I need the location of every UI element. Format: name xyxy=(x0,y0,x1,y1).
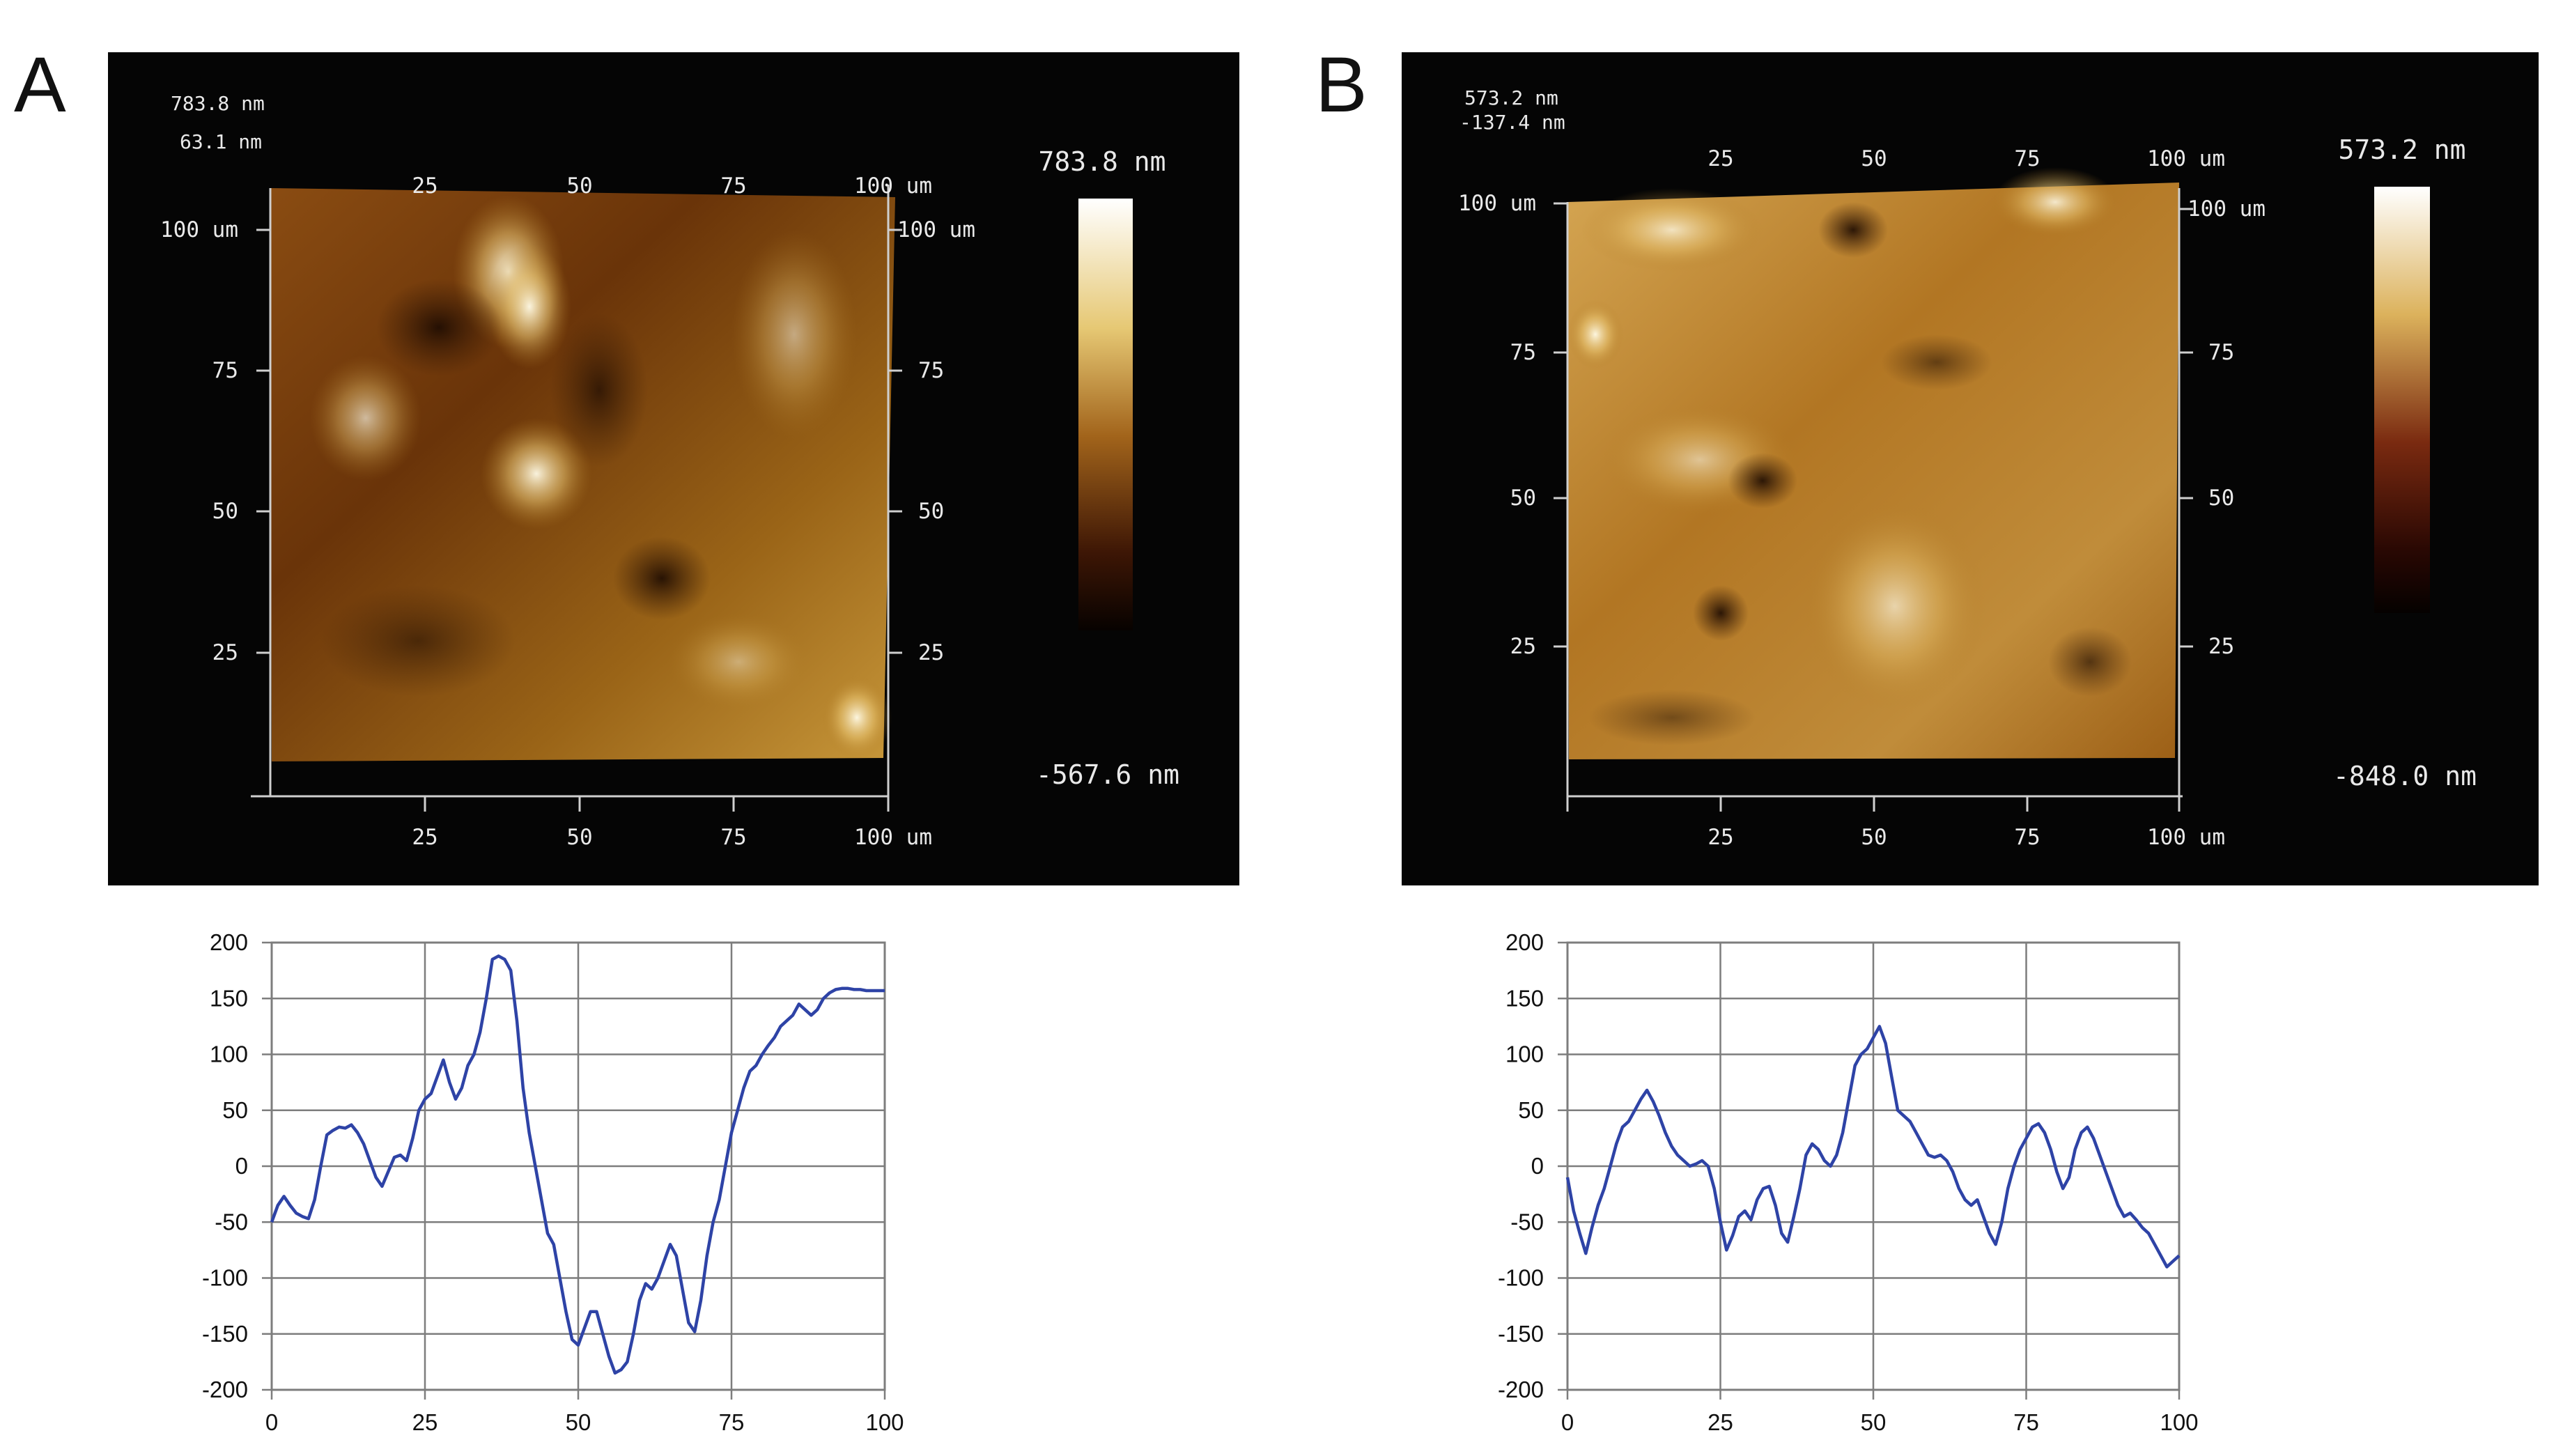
x-tick-label-b: 25 xyxy=(1708,1409,1733,1435)
colorbar-top-label-b: 573.2 nm xyxy=(2338,134,2465,165)
colorbar-a: 783.8 nm -567.6 nm xyxy=(1036,146,1179,790)
y-tick-label-a: 150 xyxy=(210,985,248,1011)
y-tick-label-b: -150 xyxy=(1498,1321,1544,1347)
y-tick-label-b: 200 xyxy=(1505,929,1544,955)
colorbar-gradient-a xyxy=(1078,199,1133,630)
afm-left-tick-a: 50 xyxy=(212,499,238,524)
afm-left-tick-b: 50 xyxy=(1510,486,1536,511)
profile-line-b xyxy=(1565,1025,2181,1269)
afm-left-tick-a: 75 xyxy=(212,358,238,383)
afm-labels-a: 783.8 nm 63.1 nm 25 50 75 100 um 100 um … xyxy=(160,92,975,850)
afm-top-tick-b: 100 um xyxy=(2147,146,2225,171)
colorbar-b: 573.2 nm -848.0 nm xyxy=(2333,134,2477,791)
afm-bottom-tick-b: 75 xyxy=(2014,825,2040,850)
afm-bottom-tick-b: 25 xyxy=(1708,825,1733,850)
x-tick-label-b: 100 xyxy=(2160,1409,2198,1435)
y-tick-label-b: 150 xyxy=(1505,985,1544,1011)
afm-bottom-tick-a: 75 xyxy=(720,825,746,850)
afm-right-tick-a: 50 xyxy=(918,499,944,524)
afm-surface-b xyxy=(1567,167,2179,759)
x-tick-label-a: 75 xyxy=(719,1409,745,1435)
profile-y-ticks-b: 200 150 100 50 0 -50 -100 -150 -200 xyxy=(1498,929,1567,1402)
x-tick-label-a: 50 xyxy=(566,1409,591,1435)
afm-min-label-b: -137.4 nm xyxy=(1459,111,1565,134)
profile-x-ticks-a: 0 25 50 75 100 xyxy=(265,1390,904,1435)
colorbar-top-label-a: 783.8 nm xyxy=(1038,146,1166,177)
afm-axes-a xyxy=(251,185,902,812)
profile-chart-b: 200 150 100 50 0 -50 -100 -150 -200 0 25 50 75 100 xyxy=(1498,929,2199,1435)
profile-chart-a: 200 150 100 50 0 -50 -100 -150 -200 0 25 50 75 100 xyxy=(202,929,904,1435)
profile-grid-b xyxy=(1567,943,2179,1390)
panel-letter-a: A xyxy=(14,41,66,128)
afm-right-tick-a: 25 xyxy=(918,640,944,665)
afm-max-label-b: 573.2 nm xyxy=(1464,86,1558,109)
afm-left-tick-b: 25 xyxy=(1510,634,1536,659)
afm-right-tick-a: 75 xyxy=(918,358,944,383)
afm-right-tick-b: 75 xyxy=(2208,340,2234,365)
afm-right-tick-a: 100 um xyxy=(897,217,975,242)
afm-bottom-tick-b: 100 um xyxy=(2147,825,2225,850)
y-tick-label-b: 50 xyxy=(1518,1097,1544,1123)
colorbar-bottom-label-b: -848.0 nm xyxy=(2333,761,2477,791)
y-tick-label-a: -50 xyxy=(215,1209,248,1234)
panel-a: A xyxy=(14,41,1239,1435)
afm-min-label-a: 63.1 nm xyxy=(180,130,262,153)
afm-labels-b: 573.2 nm -137.4 nm 25 50 75 100 um 100 u… xyxy=(1458,86,2266,850)
y-tick-label-b: -200 xyxy=(1498,1377,1544,1402)
profile-x-ticks-b: 0 25 50 75 100 xyxy=(1561,1390,2199,1435)
colorbar-gradient-b xyxy=(2374,187,2430,613)
afm-bottom-tick-a: 50 xyxy=(566,825,592,850)
panel-b: B xyxy=(1315,41,2539,1435)
y-tick-label-b: -50 xyxy=(1510,1209,1544,1234)
afm-right-tick-b: 50 xyxy=(2208,486,2234,511)
y-tick-label-a: 200 xyxy=(210,929,248,955)
afm-top-tick-a: 25 xyxy=(412,173,438,199)
y-tick-label-b: -100 xyxy=(1498,1265,1544,1291)
afm-bottom-tick-b: 50 xyxy=(1861,825,1887,850)
y-tick-label-a: -150 xyxy=(202,1321,248,1347)
afm-top-tick-a: 75 xyxy=(720,173,746,199)
afm-top-tick-a: 50 xyxy=(566,173,592,199)
y-tick-label-a: 100 xyxy=(210,1041,248,1067)
x-tick-label-b: 0 xyxy=(1561,1409,1574,1435)
profile-grid-a xyxy=(272,943,885,1390)
afm-right-tick-b: 100 um xyxy=(2188,196,2266,222)
afm-left-tick-a: 100 um xyxy=(160,217,238,242)
y-tick-label-a: -200 xyxy=(202,1377,248,1402)
profile-y-ticks-a: 200 150 100 50 0 -50 -100 -150 -200 xyxy=(202,929,272,1402)
afm-top-tick-a: 100 um xyxy=(854,173,932,199)
y-tick-label-a: 0 xyxy=(235,1153,248,1179)
afm-top-tick-b: 50 xyxy=(1861,146,1887,171)
profile-line-a xyxy=(270,954,885,1375)
afm-surface-a xyxy=(270,188,895,761)
afm-left-tick-a: 25 xyxy=(212,640,238,665)
y-tick-label-b: 100 xyxy=(1505,1041,1544,1067)
afm-top-tick-b: 75 xyxy=(2014,146,2040,171)
afm-left-tick-b: 75 xyxy=(1510,340,1536,365)
afm-bottom-tick-a: 100 um xyxy=(854,825,932,850)
afm-right-tick-b: 25 xyxy=(2208,634,2234,659)
x-tick-label-a: 100 xyxy=(865,1409,904,1435)
afm-top-tick-b: 25 xyxy=(1708,146,1733,171)
y-tick-label-a: -100 xyxy=(202,1265,248,1291)
colorbar-bottom-label-a: -567.6 nm xyxy=(1036,759,1179,790)
afm-left-tick-b: 100 um xyxy=(1458,191,1536,216)
x-tick-label-a: 0 xyxy=(265,1409,278,1435)
x-tick-label-a: 25 xyxy=(412,1409,438,1435)
afm-max-label-a: 783.8 nm xyxy=(171,92,265,115)
y-tick-label-a: 50 xyxy=(222,1097,248,1123)
afm-bottom-tick-a: 25 xyxy=(412,825,438,850)
afm-axes-b xyxy=(1554,188,2193,812)
x-tick-label-b: 50 xyxy=(1861,1409,1887,1435)
y-tick-label-b: 0 xyxy=(1531,1153,1544,1179)
panel-letter-b: B xyxy=(1315,41,1368,128)
x-tick-label-b: 75 xyxy=(2013,1409,2039,1435)
